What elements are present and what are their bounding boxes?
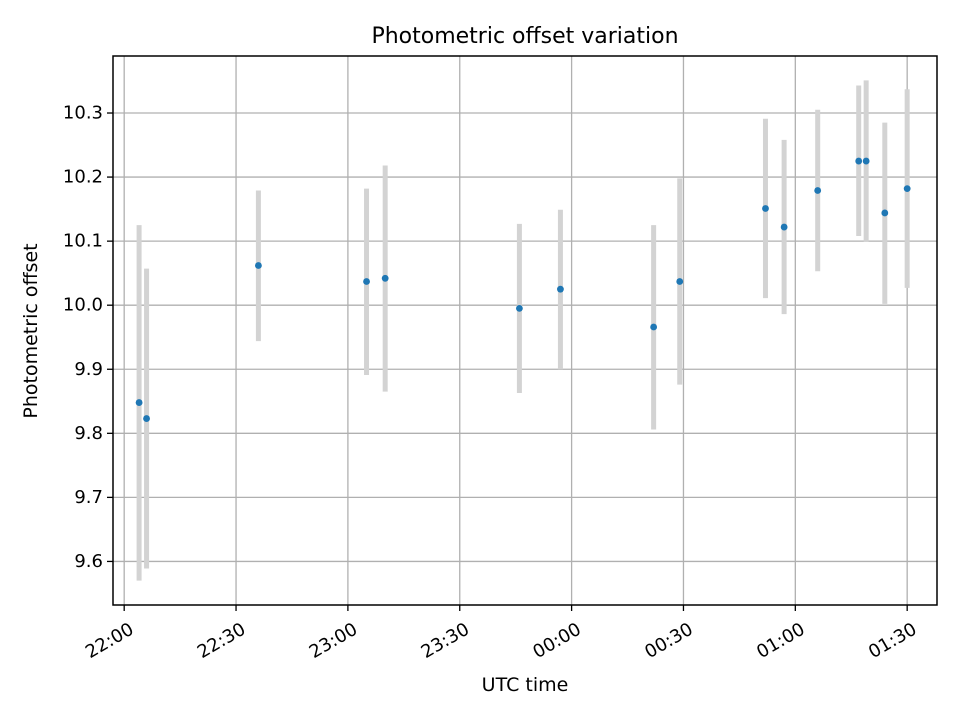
data-point (881, 209, 889, 217)
grid (113, 56, 937, 605)
data-point (516, 304, 523, 312)
y-tick-label: 10.3 (63, 103, 103, 124)
y-tick-label: 9.8 (74, 423, 103, 444)
chart-title: Photometric offset variation (371, 24, 678, 49)
data-point (143, 415, 150, 422)
x-axis-label: UTC time (482, 674, 569, 696)
data-point (363, 278, 370, 285)
y-tick-label: 10.1 (63, 231, 103, 252)
data-point (814, 187, 822, 194)
data-point (676, 278, 684, 285)
data-point (762, 205, 769, 212)
data-points (135, 157, 911, 422)
y-tick-label: 9.7 (74, 487, 103, 508)
plot-area-frame (112, 55, 938, 606)
y-tick-label: 10.0 (63, 295, 103, 316)
data-point (862, 157, 870, 165)
data-point (135, 399, 143, 406)
data-point (557, 285, 564, 293)
data-point (903, 185, 911, 193)
y-tick-label: 10.2 (63, 167, 103, 188)
data-point (650, 323, 658, 331)
data-point (255, 262, 262, 269)
y-axis-label: Photometric offset (20, 243, 42, 418)
y-tick-label: 9.9 (74, 359, 103, 380)
data-point (381, 274, 389, 282)
data-point (855, 157, 863, 165)
y-tick-label: 9.6 (74, 551, 103, 572)
data-point (780, 223, 788, 231)
